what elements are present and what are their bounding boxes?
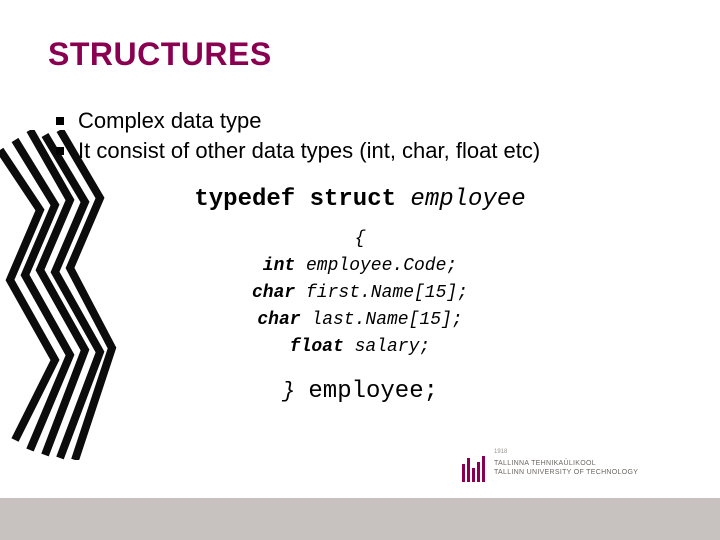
- code-keyword: struct: [310, 186, 396, 213]
- code-identifier: employee: [410, 186, 525, 213]
- code-text: last.Name[15];: [301, 310, 463, 330]
- code-line: {: [0, 226, 720, 253]
- code-keyword: char: [257, 310, 300, 330]
- code-line: int employee.Code;: [0, 253, 720, 280]
- code-text: salary;: [344, 337, 430, 357]
- code-footer: } employee;: [0, 378, 720, 405]
- code-text: employee.Code;: [295, 256, 457, 276]
- code-brace: }: [282, 379, 295, 404]
- bullet-text: It consist of other data types (int, cha…: [78, 138, 540, 164]
- slide-title: STRUCTURES: [48, 36, 272, 73]
- logo-line1: TALLINNA TEHNIKAÜLIKOOL: [494, 460, 638, 469]
- bullet-icon: [56, 117, 64, 125]
- code-body: { int employee.Code; char first.Name[15]…: [0, 226, 720, 361]
- university-logo: 1918 TALLINNA TEHNIKAÜLIKOOL TALLINN UNI…: [462, 452, 672, 488]
- slide: STRUCTURES Complex data type It consist …: [0, 0, 720, 540]
- list-item: Complex data type: [56, 108, 540, 134]
- logo-text: TALLINNA TEHNIKAÜLIKOOL TALLINN UNIVERSI…: [494, 452, 638, 478]
- code-line: char last.Name[15];: [0, 307, 720, 334]
- list-item: It consist of other data types (int, cha…: [56, 138, 540, 164]
- code-text: first.Name[15];: [295, 283, 468, 303]
- code-line: float salary;: [0, 334, 720, 361]
- code-keyword: typedef: [194, 186, 295, 213]
- logo-line2: TALLINN UNIVERSITY OF TECHNOLOGY: [494, 469, 638, 478]
- footer-band: [0, 498, 720, 540]
- code-keyword: char: [252, 283, 295, 303]
- code-identifier: employee: [308, 378, 423, 405]
- bullet-list: Complex data type It consist of other da…: [56, 108, 540, 168]
- code-line: char first.Name[15];: [0, 280, 720, 307]
- code-semicolon: ;: [424, 378, 438, 405]
- code-keyword: float: [290, 337, 344, 357]
- bullet-text: Complex data type: [78, 108, 261, 134]
- logo-bars-icon: [462, 456, 485, 482]
- code-keyword: int: [263, 256, 295, 276]
- bullet-icon: [56, 147, 64, 155]
- code-header: typedef struct employee: [0, 186, 720, 213]
